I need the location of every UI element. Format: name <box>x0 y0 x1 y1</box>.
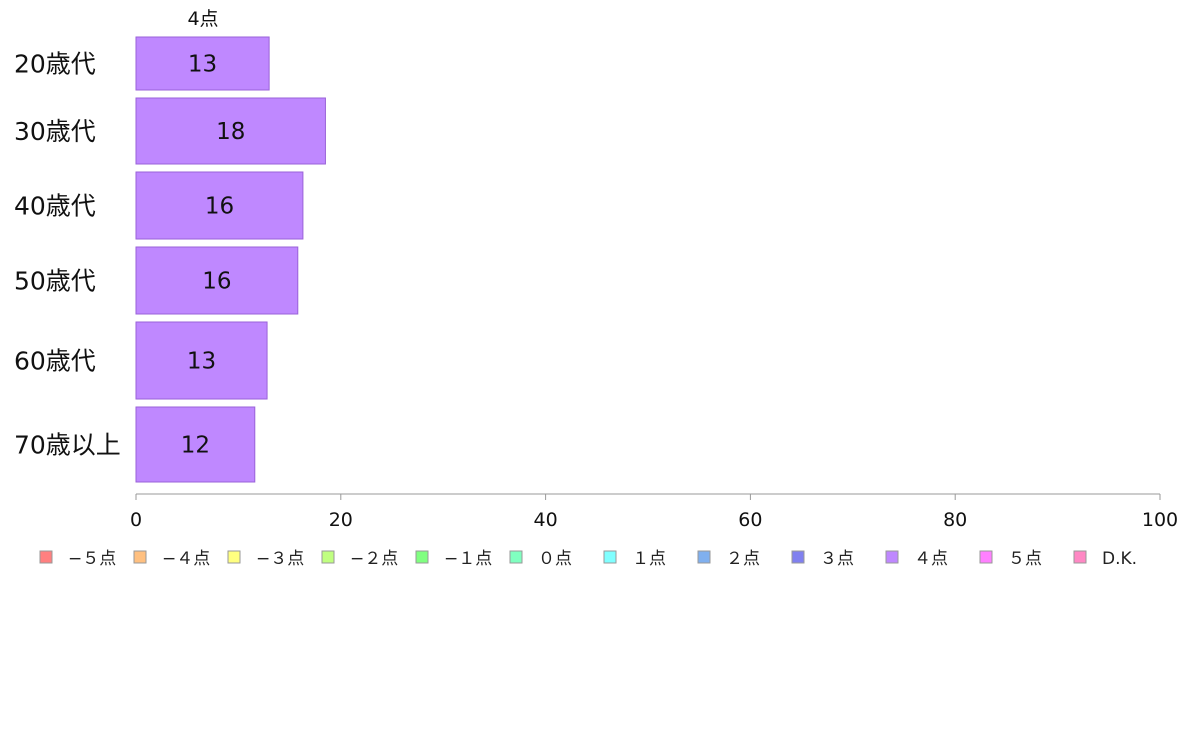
legend-label: ４点 <box>914 549 948 569</box>
legend-label: ３点 <box>820 549 854 569</box>
legend-label: ５点 <box>1008 549 1042 569</box>
legend-swatch <box>133 550 147 564</box>
legend-swatch <box>321 550 335 564</box>
legend-label: １点 <box>632 549 666 569</box>
legend-label: −３点 <box>256 549 304 569</box>
legend-swatch <box>415 550 429 564</box>
legend-swatch <box>603 550 617 564</box>
bar <box>135 406 256 483</box>
legend-label: −５点 <box>68 549 116 569</box>
bar-value-label: 16 <box>205 194 234 220</box>
legend-item: −３点 <box>227 549 304 569</box>
x-tick-label: 100 <box>1142 509 1178 531</box>
legend-item: −５点 <box>39 549 116 569</box>
legend-label: −１点 <box>444 549 492 569</box>
bar <box>135 171 304 240</box>
bar <box>135 36 270 91</box>
legend-swatch <box>227 550 241 564</box>
category-label: 70歳以上 <box>14 431 121 460</box>
bar <box>135 97 326 165</box>
x-axis: 0 20 40 60 80 100 <box>130 493 1178 531</box>
category-label: 20歳代 <box>14 50 96 79</box>
legend-swatch <box>791 550 805 564</box>
legend-swatch <box>979 550 993 564</box>
legend-item: D.K. <box>1073 549 1137 569</box>
x-tick-label: 60 <box>738 509 762 531</box>
category-label: 50歳代 <box>14 267 96 296</box>
bar-value-label: 16 <box>202 269 231 295</box>
legend-label: D.K. <box>1102 549 1137 569</box>
legend-item: ４点 <box>885 549 948 569</box>
bar-value-label: 12 <box>181 433 210 459</box>
legend-label: −２点 <box>350 549 398 569</box>
legend-swatch <box>39 550 53 564</box>
legend-item: −２点 <box>321 549 398 569</box>
legend-item: ０点 <box>509 549 572 569</box>
legend-label: ２点 <box>726 549 760 569</box>
legend: −５点 −４点 −３点 −２点 −１点 ０点 １点 ２点 ３点 ４点 ５点 D.K. <box>39 549 1137 569</box>
x-tick-label: 40 <box>534 509 558 531</box>
category-label: 40歳代 <box>14 192 96 221</box>
bars-layer: 20歳代 13 30歳代 18 40歳代 16 50歳代 16 60歳代 13 70歳以上 12 <box>14 36 326 483</box>
category-label: 60歳代 <box>14 347 96 376</box>
legend-swatch <box>509 550 523 564</box>
bar-value-label: 13 <box>187 349 216 375</box>
legend-label: −４点 <box>162 549 210 569</box>
category-label: 30歳代 <box>14 117 96 146</box>
x-tick-label: 20 <box>329 509 353 531</box>
legend-swatch <box>697 550 711 564</box>
legend-item: ３点 <box>791 549 854 569</box>
legend-swatch <box>885 550 899 564</box>
legend-item: −１点 <box>415 549 492 569</box>
legend-label: ０点 <box>538 549 572 569</box>
legend-item: １点 <box>603 549 666 569</box>
legend-item: ５点 <box>979 549 1042 569</box>
bar <box>135 246 299 315</box>
x-tick-label: 0 <box>130 509 142 531</box>
legend-item: −４点 <box>133 549 210 569</box>
series-title: 4点 <box>187 8 218 30</box>
bar-value-label: 18 <box>216 119 245 145</box>
legend-item: ２点 <box>697 549 760 569</box>
legend-swatch <box>1073 550 1087 564</box>
bar-value-label: 13 <box>188 52 217 78</box>
bar <box>135 321 268 400</box>
x-tick-label: 80 <box>943 509 967 531</box>
